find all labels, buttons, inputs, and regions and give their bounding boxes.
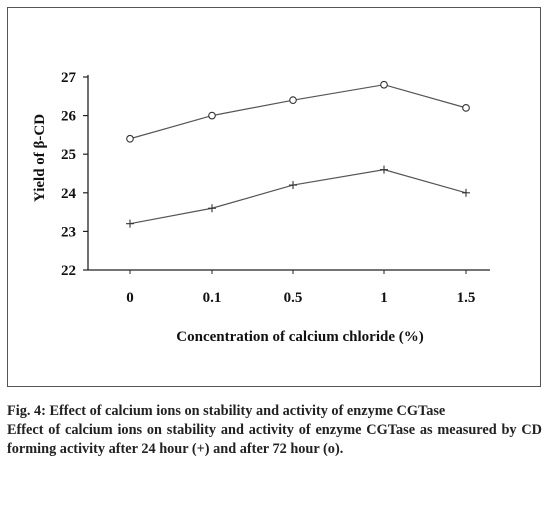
- figure-caption: Fig. 4: Effect of calcium ions on stabil…: [7, 402, 542, 459]
- data-point-plus: [208, 204, 216, 213]
- data-point-plus: [289, 181, 297, 190]
- y-tick-label: 22: [61, 263, 76, 279]
- x-tick-label: 0.1: [203, 290, 222, 306]
- figure-frame: [7, 7, 541, 387]
- data-point-plus: [462, 188, 470, 197]
- caption-title: Fig. 4: Effect of calcium ions on stabil…: [7, 403, 446, 419]
- series-line-1: [129, 169, 467, 225]
- y-tick-label: 27: [61, 70, 77, 86]
- data-point-circle: [208, 111, 216, 120]
- x-tick-label: 1: [380, 290, 388, 306]
- y-axis-label: Yield of β-CD: [32, 114, 48, 202]
- chart-axes: 22 23 24 25 26 27 0 0.1 0.5 1 1.5: [61, 70, 490, 306]
- y-tick-label: 23: [61, 224, 76, 240]
- x-axis-label: Concentration of calcium chloride (%): [176, 329, 423, 345]
- line-chart: 22 23 24 25 26 27 0 0.1 0.5 1 1.5 Yield of β-CD Co…: [32, 70, 490, 345]
- y-tick-label: 25: [61, 147, 76, 163]
- data-point-circle: [289, 96, 297, 105]
- data-point-circle: [462, 104, 470, 112]
- data-point-plus: [126, 219, 134, 228]
- x-tick-label: 1.5: [457, 290, 476, 306]
- data-point-circle: [380, 80, 388, 89]
- series-line-0: [129, 84, 467, 140]
- chart-series: [126, 80, 470, 228]
- caption-body: Effect of calcium ions on stability and …: [7, 422, 542, 457]
- x-tick-label: 0: [126, 290, 134, 306]
- data-point-plus: [380, 165, 388, 174]
- x-tick-label: 0.5: [284, 290, 303, 306]
- y-tick-label: 24: [61, 186, 77, 202]
- y-tick-label: 26: [61, 109, 77, 125]
- data-point-circle: [126, 134, 134, 143]
